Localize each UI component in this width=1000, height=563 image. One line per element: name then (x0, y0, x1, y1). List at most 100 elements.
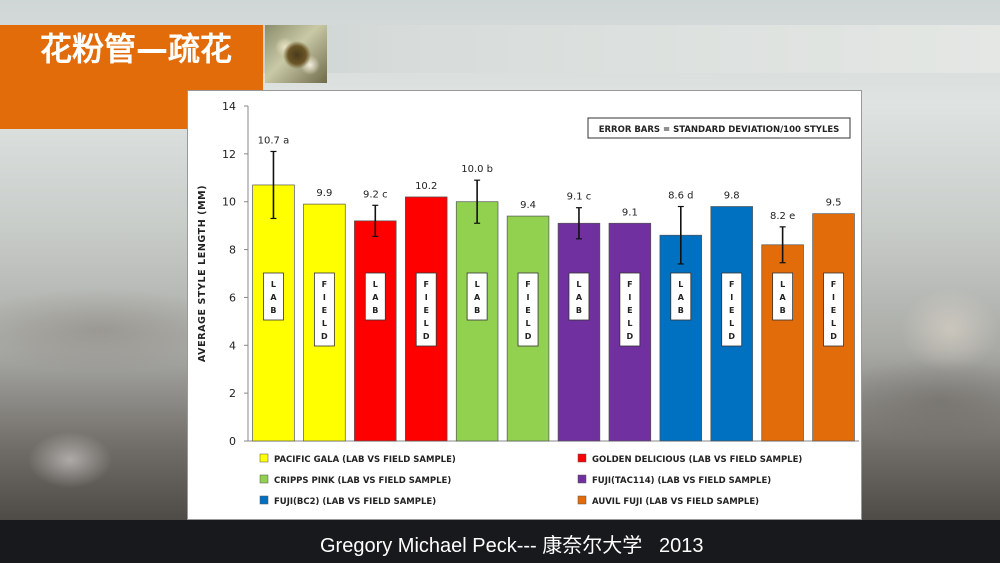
bar-inner-label-letter: A (474, 293, 481, 302)
legend-label: FUJI(BC2) (LAB VS FIELD SAMPLE) (274, 497, 436, 507)
bar-inner-label-letter: L (373, 280, 378, 289)
bar-inner-label-letter: D (627, 332, 634, 341)
chart-panel: 0 2 4 6 8 10 12 14 AVERAGE STYLE LENGTH (MM) ERRO… (187, 90, 862, 520)
bar-inner-label-letter: L (678, 280, 683, 289)
legend-label: FUJI(TAC114) (LAB VS FIELD SAMPLE) (592, 476, 771, 486)
bar-inner-label-letter: I (730, 293, 733, 302)
bar-inner-label-letter: F (322, 280, 327, 289)
flower-photo (265, 25, 327, 83)
y-tick-label: 0 (229, 435, 236, 448)
data-label: 9.5 (826, 198, 842, 209)
bar-inner-label-box (517, 272, 539, 347)
bar (812, 213, 855, 442)
data-label: 10.0 b (461, 164, 493, 175)
data-label: 9.9 (316, 188, 332, 199)
footer-credit: Gregory Michael Peck--- 康奈尔大学 2013 (320, 535, 704, 557)
bar-inner-label-letter: B (474, 306, 480, 315)
bar-inner-label-letter: I (323, 293, 326, 302)
bar-inner-label-letter: B (678, 306, 684, 315)
y-tick-label: 4 (229, 339, 236, 352)
bar-inner-label-letter: E (322, 306, 327, 315)
bar-inner-label-letter: L (627, 319, 632, 328)
annotation-box (587, 117, 851, 139)
data-label: 9.1 (622, 207, 638, 218)
bar-inner-label-box (823, 272, 844, 347)
bar-inner-label-box (721, 272, 743, 347)
bar-inner-label-letter: L (780, 280, 785, 289)
bar-inner-label-letter: L (424, 319, 429, 328)
data-label: 8.6 d (668, 191, 693, 202)
bar-inner-label-letter: I (628, 293, 631, 302)
legend-swatch (577, 453, 587, 463)
data-label: 9.4 (520, 200, 536, 211)
legend-label: CRIPPS PINK (LAB VS FIELD SAMPLE) (274, 476, 451, 486)
bar-inner-label-letter: I (425, 293, 428, 302)
bar (354, 220, 397, 442)
bar-inner-label-letter: D (423, 332, 430, 341)
footer-bar: Gregory Michael Peck--- 康奈尔大学 2013 (0, 520, 1000, 563)
bar-inner-label-letter: B (372, 306, 378, 315)
bar-inner-label-letter: F (525, 280, 530, 289)
bar-inner-label-letter: A (576, 293, 583, 302)
bar (455, 201, 499, 442)
y-tick-label: 12 (222, 148, 236, 161)
legend-swatch (259, 474, 269, 484)
legend-swatch (577, 474, 587, 484)
bar-inner-label-letter: E (627, 306, 632, 315)
bar-inner-label-box (670, 272, 692, 321)
bar-inner-label-letter: I (832, 293, 835, 302)
data-label: 10.2 (415, 181, 437, 192)
data-label: 9.1 c (567, 192, 592, 203)
bar-inner-label-letter: B (576, 306, 582, 315)
bar-inner-label-letter: D (525, 332, 532, 341)
bar-inner-label-letter: E (525, 306, 530, 315)
bar-inner-label-letter: L (729, 319, 734, 328)
bar-inner-label-letter: F (423, 280, 428, 289)
data-label: 9.2 c (363, 189, 388, 200)
bar-inner-label-letter: L (525, 319, 530, 328)
bar-inner-label-box (263, 272, 284, 321)
bar-inner-label-letter: F (831, 280, 836, 289)
bar-inner-label-letter: A (270, 293, 277, 302)
legend-label: AUVIL FUJI (LAB VS FIELD SAMPLE) (592, 497, 759, 507)
bar-inner-label-box (772, 272, 794, 321)
legend-label: PACIFIC GALA (LAB VS FIELD SAMPLE) (274, 455, 456, 465)
bar-inner-label-letter: E (423, 306, 428, 315)
y-tick-label: 2 (229, 387, 236, 400)
bar-inner-label-letter: E (729, 306, 734, 315)
bar-inner-label-letter: L (576, 280, 581, 289)
bar-inner-label-letter: B (270, 306, 276, 315)
bar-inner-label-letter: F (729, 280, 734, 289)
y-tick-label: 10 (222, 196, 236, 209)
bar-inner-label-letter: D (321, 332, 328, 341)
bar-inner-label-box (415, 272, 437, 347)
bar-inner-label-letter: L (475, 280, 480, 289)
bar-inner-label-letter: E (831, 306, 836, 315)
y-axis-title: AVERAGE STYLE LENGTH (MM) (197, 185, 208, 362)
bar (659, 234, 703, 442)
bar-inner-label-letter: A (780, 293, 787, 302)
bar-inner-label-box (364, 272, 386, 321)
bar-inner-label-letter: I (527, 293, 530, 302)
bar-inner-label-letter: L (322, 319, 327, 328)
bar-inner-label-box (313, 272, 335, 347)
legend-swatch (259, 453, 269, 463)
y-tick-label: 8 (229, 244, 236, 257)
y-tick-label: 6 (229, 291, 236, 304)
data-label: 9.8 (724, 191, 740, 202)
bar-inner-label-box (568, 272, 590, 321)
bar (557, 222, 601, 442)
data-label: 8.2 e (770, 211, 795, 222)
legend-swatch (259, 495, 269, 505)
bar-inner-label-box (619, 272, 641, 347)
y-tick-label: 14 (222, 100, 236, 113)
bar-inner-label-letter: L (831, 319, 836, 328)
bar-inner-label-letter: D (830, 332, 837, 341)
bar-inner-label-box (466, 272, 488, 321)
bar-chart: 0 2 4 6 8 10 12 14 AVERAGE STYLE LENGTH (MM) ERRO… (197, 100, 859, 507)
bar-inner-label-letter: A (372, 293, 379, 302)
bar-inner-label-letter: L (271, 280, 276, 289)
bar-inner-label-letter: F (627, 280, 632, 289)
bar-inner-label-letter: B (780, 306, 786, 315)
legend-label: GOLDEN DELICIOUS (LAB VS FIELD SAMPLE) (592, 455, 802, 465)
